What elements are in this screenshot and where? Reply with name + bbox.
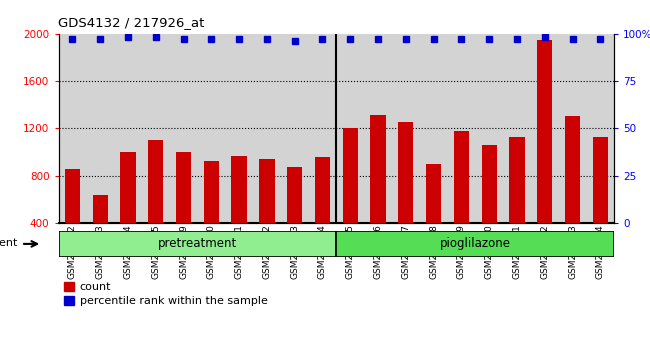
- Bar: [426, 164, 441, 270]
- Bar: [398, 122, 413, 270]
- Bar: [565, 116, 580, 270]
- Bar: [482, 145, 497, 270]
- Bar: [176, 152, 191, 270]
- Text: pretreatment: pretreatment: [158, 238, 237, 250]
- FancyBboxPatch shape: [337, 231, 614, 257]
- Bar: [148, 140, 163, 270]
- Bar: [120, 152, 136, 270]
- Text: agent: agent: [0, 238, 18, 248]
- Bar: [231, 155, 247, 270]
- Bar: [287, 167, 302, 270]
- Bar: [259, 159, 274, 270]
- Text: GDS4132 / 217926_at: GDS4132 / 217926_at: [58, 16, 205, 29]
- Legend: count, percentile rank within the sample: count, percentile rank within the sample: [64, 282, 268, 307]
- FancyBboxPatch shape: [58, 231, 337, 257]
- Bar: [593, 137, 608, 270]
- Bar: [203, 161, 219, 270]
- Bar: [65, 169, 80, 270]
- Bar: [92, 195, 108, 270]
- Bar: [537, 40, 552, 270]
- Bar: [370, 115, 385, 270]
- Bar: [343, 128, 358, 270]
- Bar: [315, 157, 330, 270]
- Bar: [510, 137, 525, 270]
- Text: pioglilazone: pioglilazone: [440, 238, 511, 250]
- Bar: [454, 131, 469, 270]
